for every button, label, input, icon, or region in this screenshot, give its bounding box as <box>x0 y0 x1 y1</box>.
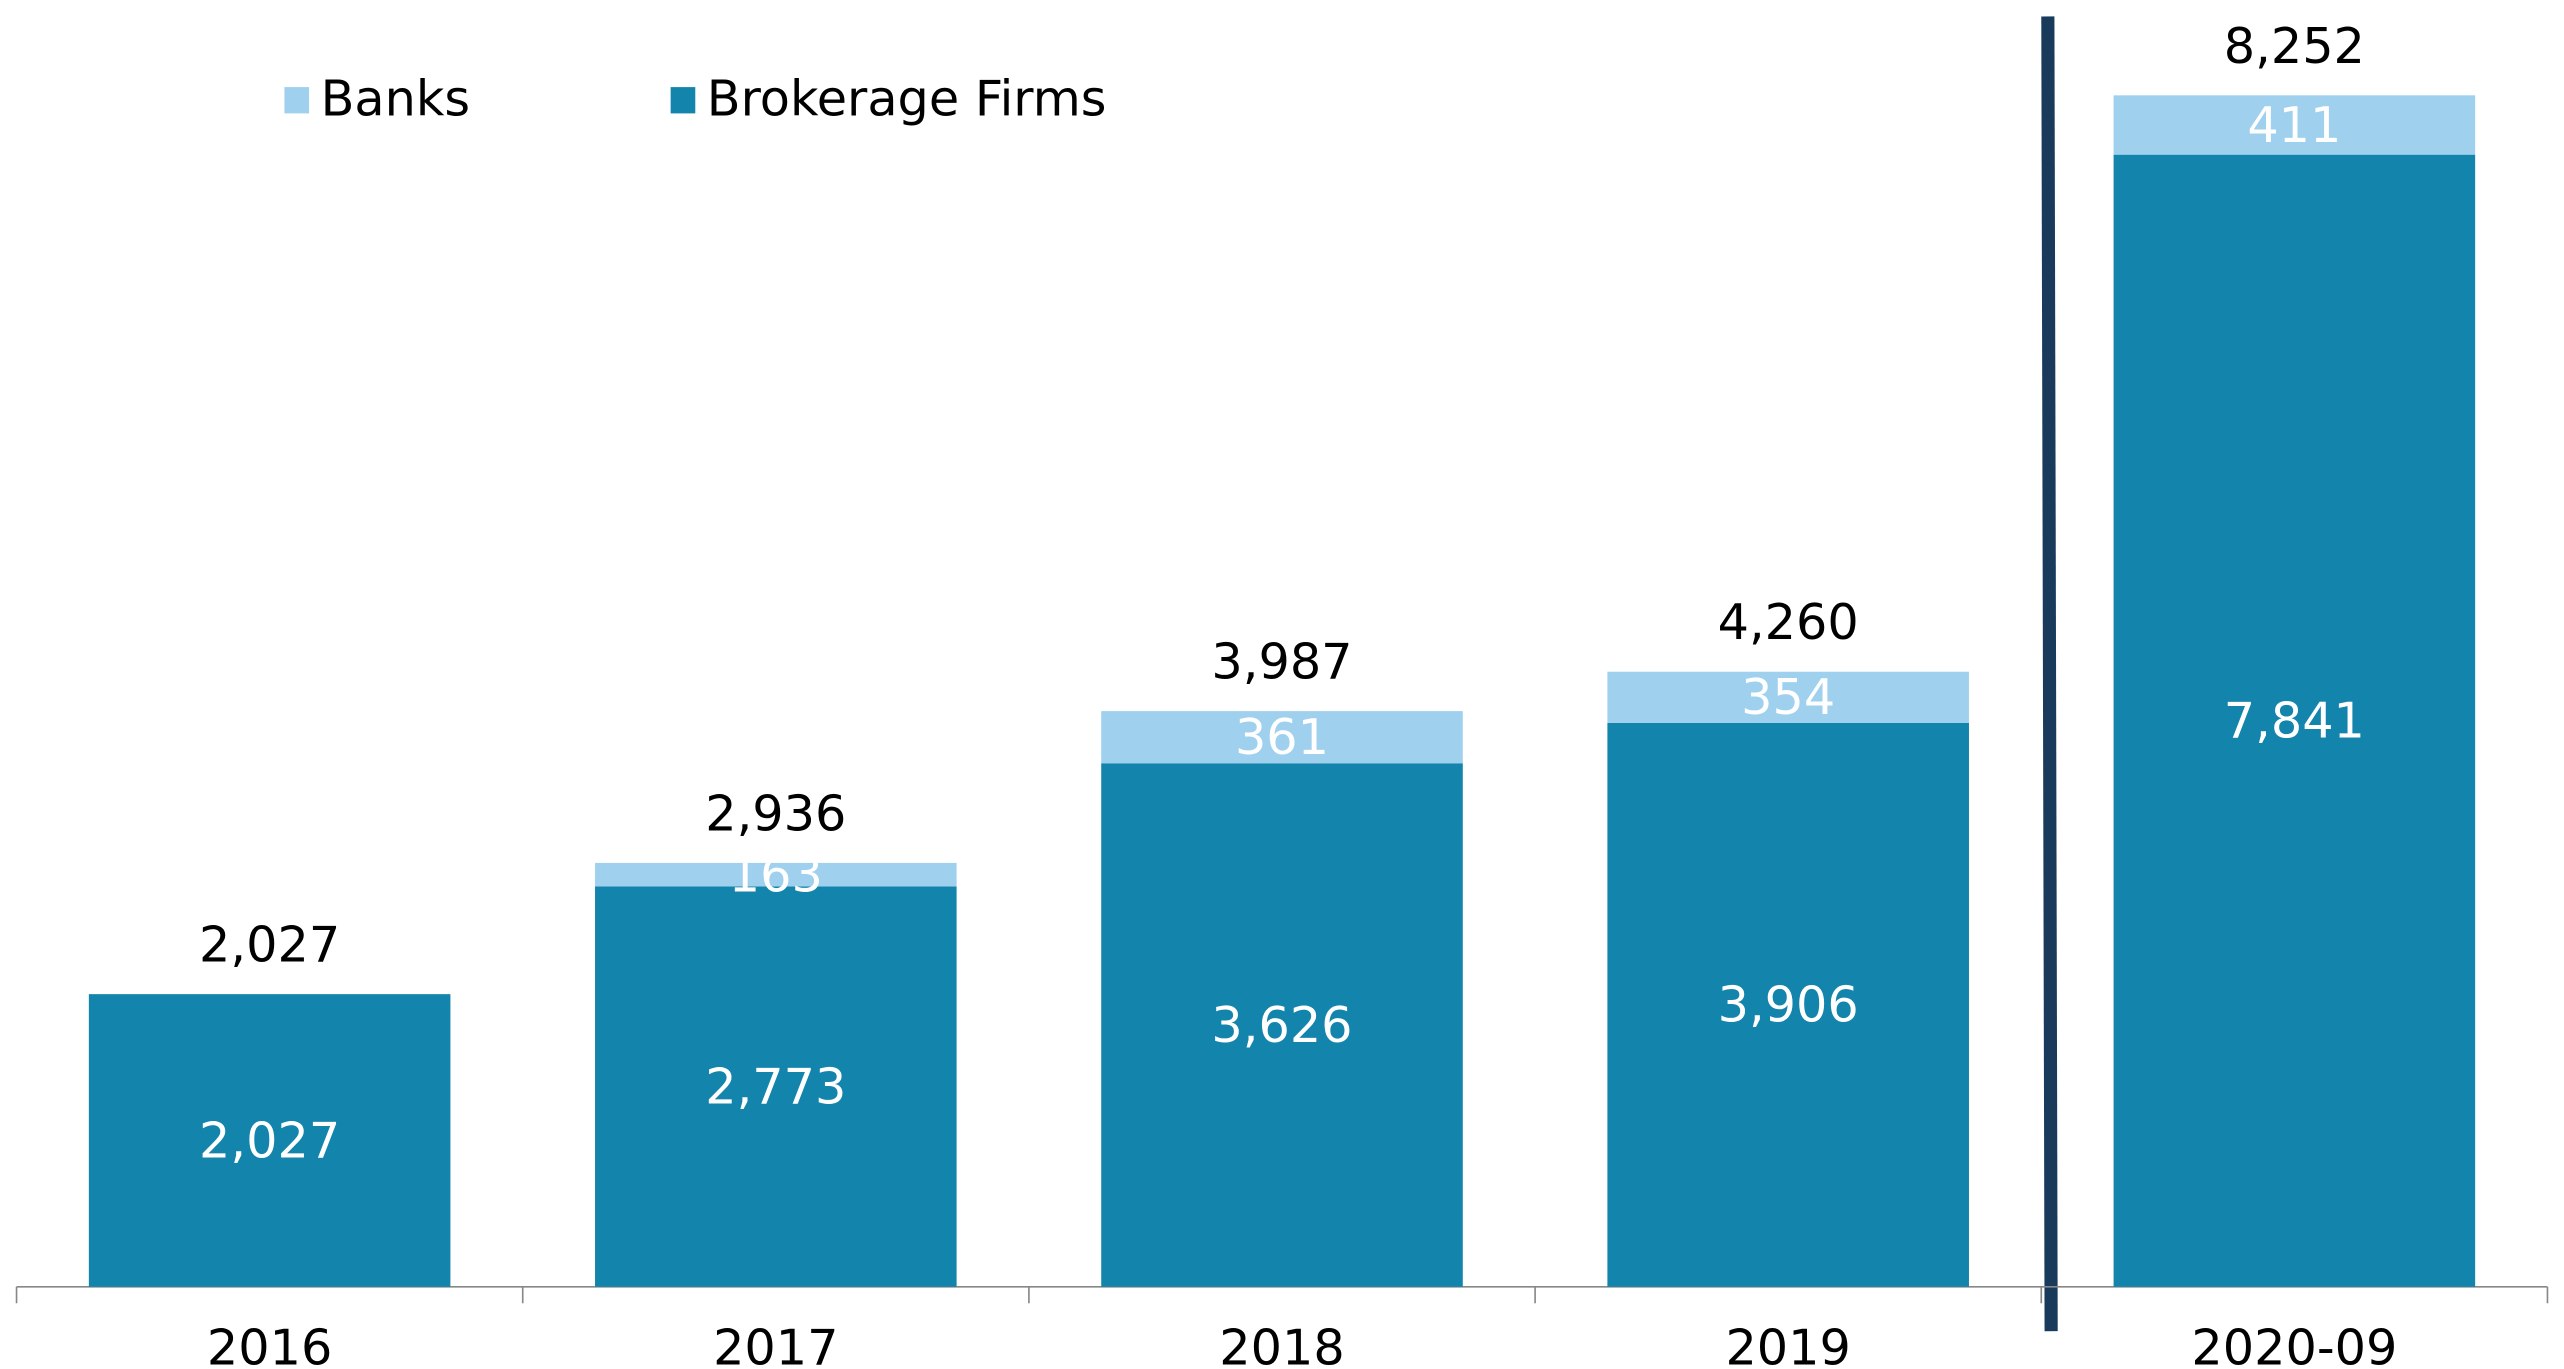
bar-segment <box>595 862 957 887</box>
x-tick-label: 2017 <box>713 1318 838 1369</box>
value-label: 2,773 <box>705 1057 846 1115</box>
value-label: 3,906 <box>1718 976 1859 1034</box>
bar-segment <box>1101 763 1463 1287</box>
x-tick-label: 2018 <box>1219 1318 1344 1369</box>
legend-label: Banks <box>321 69 471 127</box>
x-tick-label: 2016 <box>207 1318 332 1369</box>
value-label: 3,626 <box>1211 996 1352 1054</box>
value-label: 411 <box>2247 96 2341 154</box>
total-label: 3,987 <box>1211 633 1352 691</box>
bar-segment <box>2113 154 2476 1287</box>
bar-segment <box>1101 711 1463 764</box>
total-label: 8,252 <box>2224 17 2365 75</box>
period-divider <box>2041 16 2058 1332</box>
total-label: 2,027 <box>199 916 340 974</box>
x-tick-label: 2019 <box>1725 1318 1850 1369</box>
bar-segment <box>595 886 957 1287</box>
legend-swatch <box>284 87 310 114</box>
total-label: 2,936 <box>705 784 846 842</box>
value-label: 7,841 <box>2224 692 2365 750</box>
bar-segment <box>1607 671 1969 723</box>
value-label: 361 <box>1235 708 1329 766</box>
bar-segment <box>88 994 451 1287</box>
x-tick-label: 2020-09 <box>2191 1318 2397 1369</box>
value-label: 2,027 <box>199 1111 340 1169</box>
legend-label: Brokerage Firms <box>707 69 1107 127</box>
total-label: 4,260 <box>1718 593 1859 651</box>
bar-segment <box>1607 722 1969 1287</box>
bar-segment <box>2113 95 2476 155</box>
value-label: 354 <box>1741 668 1835 726</box>
legend-swatch <box>670 87 696 114</box>
value-label: 163 <box>729 845 823 903</box>
